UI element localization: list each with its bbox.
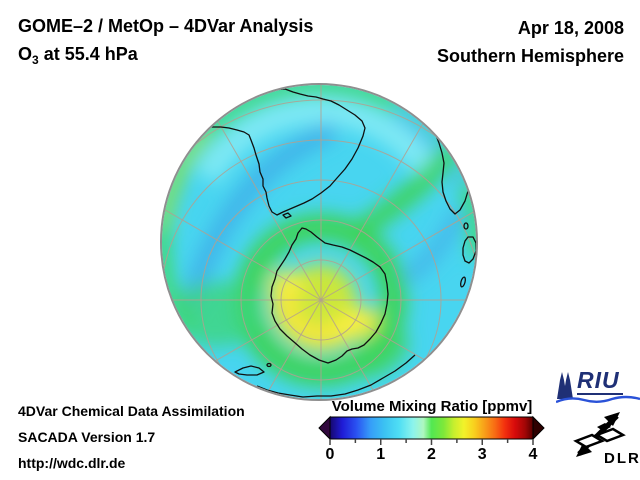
dlr-logo-text: DLR [604, 450, 640, 467]
dlr-emblem-icon [573, 412, 626, 457]
page-subtitle: O3 at 55.4 hPa [18, 40, 313, 74]
page-title: GOME–2 / MetOp – 4DVar Analysis [18, 16, 314, 36]
colorbar-scale [318, 415, 545, 445]
falkland-islands-coastline [282, 212, 292, 219]
footer-block: 4DVar Chemical Data Assimilation SACADA … [18, 398, 245, 476]
colorbar: Volume Mixing Ratio [ppmv] 0 1 2 3 4 [318, 398, 546, 470]
riu-logo: RIU [556, 368, 640, 406]
australia-south-coastline [256, 354, 416, 398]
colorbar-tick-labels: 0 1 2 3 4 [318, 446, 546, 466]
colorbar-left-arrow [318, 415, 331, 441]
dlr-logo: DLR [568, 408, 640, 468]
hemisphere-ozone-map [160, 83, 478, 401]
tick-label: 0 [325, 446, 335, 463]
footer-line-assimilation: 4DVar Chemical Data Assimilation [18, 403, 245, 419]
tick-label: 4 [528, 446, 538, 463]
small-island [266, 362, 272, 368]
riu-logo-text: RIU [577, 368, 623, 395]
species-symbol: O [18, 44, 33, 64]
header-title-block: GOME–2 / MetOp – 4DVar Analysis O3 at 55… [18, 12, 313, 74]
footer-line-url: http://wdc.dlr.de [18, 455, 126, 471]
colorbar-ticks [329, 439, 534, 445]
analysis-date: Apr 18, 2008 [517, 18, 624, 38]
colorbar-gradient-bar [329, 416, 534, 440]
globe-limb [160, 83, 478, 401]
tick-label: 3 [477, 446, 487, 463]
graticule [162, 85, 476, 399]
small-island [463, 222, 469, 230]
tasmania-coastline [234, 365, 265, 376]
tick-label: 1 [376, 446, 386, 463]
colorbar-title: Volume Mixing Ratio [ppmv] [331, 398, 533, 415]
tick-label: 2 [427, 446, 436, 463]
footer-line-version: SACADA Version 1.7 [18, 429, 156, 445]
ozone-field [162, 85, 476, 399]
hemisphere-label: Southern Hemisphere [436, 46, 624, 66]
header-date-block: Apr 18, 2008 Southern Hemisphere [437, 14, 624, 70]
colorbar-right-arrow [532, 415, 545, 441]
small-island [460, 276, 466, 288]
antarctica-coastline [270, 227, 389, 364]
river-wave-icon [556, 395, 640, 404]
cathedral-icon [557, 372, 573, 399]
madagascar-coastline [462, 236, 476, 264]
species-subscript: 3 [32, 53, 39, 67]
pressure-level: at 55.4 hPa [38, 44, 138, 64]
